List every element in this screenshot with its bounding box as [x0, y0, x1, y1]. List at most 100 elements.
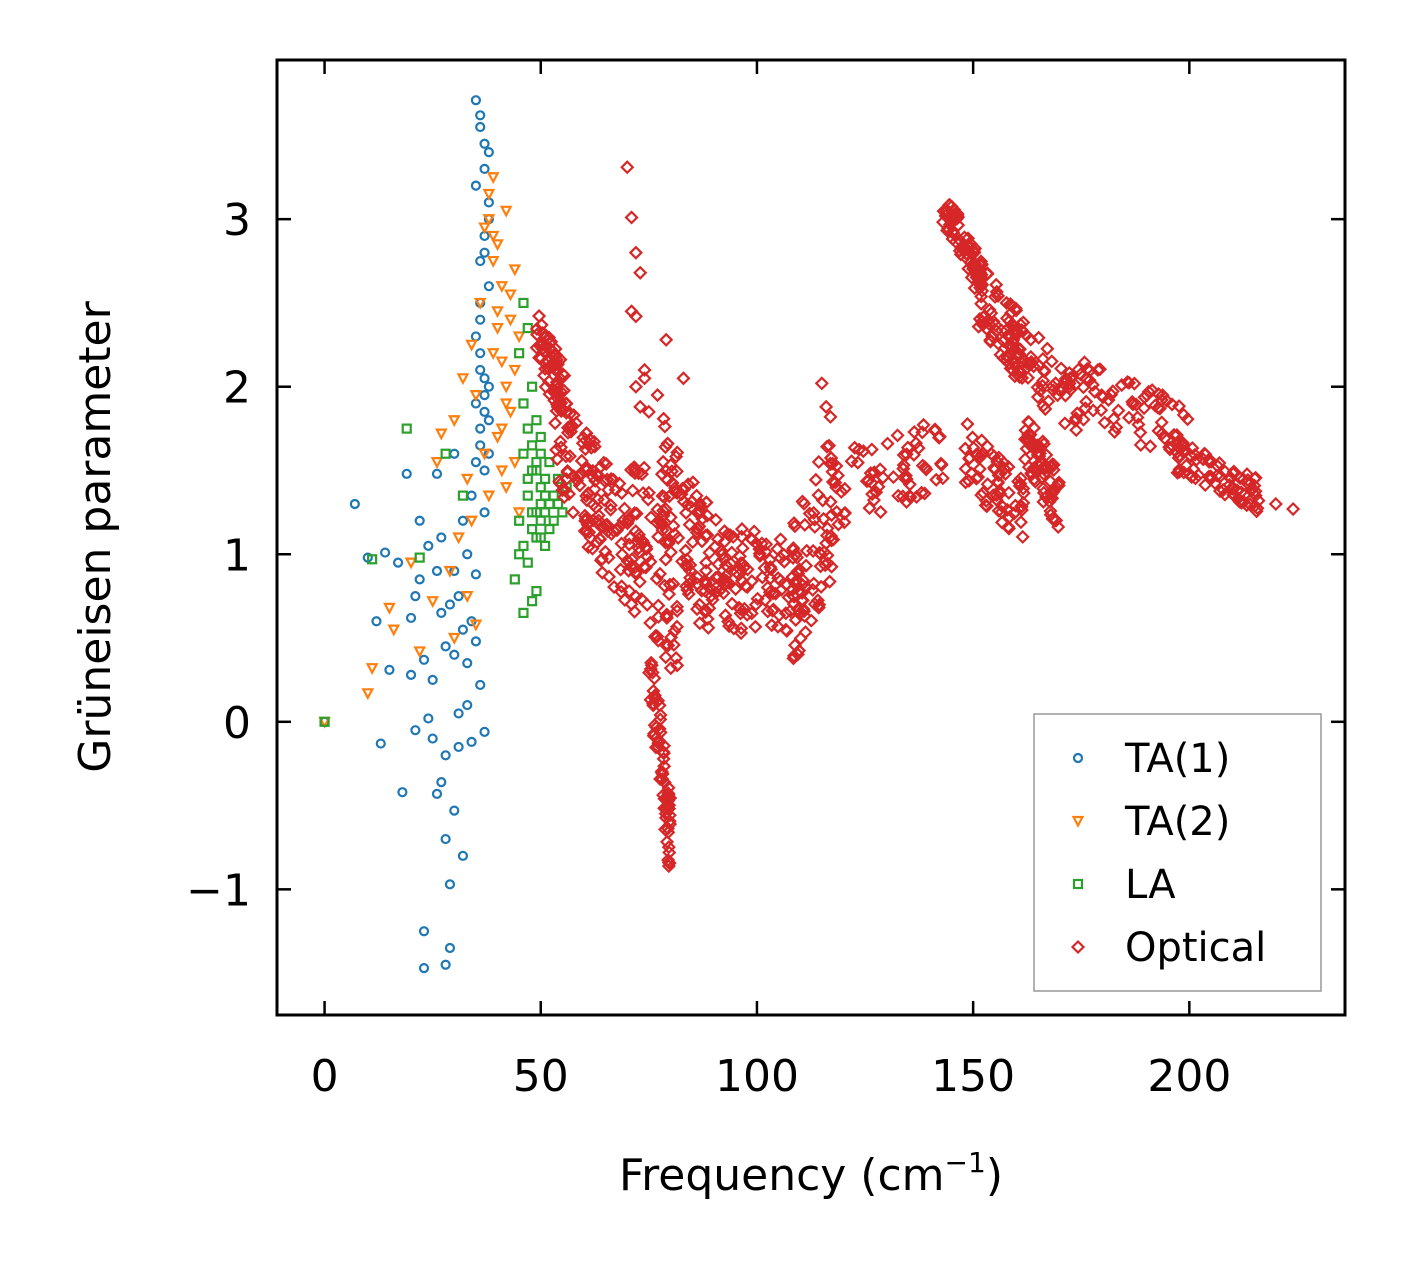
point	[1131, 417, 1146, 432]
point	[993, 347, 1008, 362]
point	[773, 532, 788, 547]
point	[479, 726, 490, 737]
point	[475, 255, 486, 267]
point	[1012, 363, 1027, 378]
point	[436, 532, 447, 543]
point	[662, 845, 677, 860]
point	[457, 490, 469, 501]
point	[405, 612, 417, 624]
point	[1172, 448, 1187, 463]
point	[1236, 472, 1251, 487]
point	[452, 532, 465, 545]
point	[748, 597, 763, 612]
point	[647, 691, 662, 706]
point	[397, 787, 408, 798]
point	[948, 209, 963, 224]
point	[1104, 387, 1119, 402]
point	[404, 557, 418, 570]
point	[694, 534, 710, 549]
point	[1094, 403, 1109, 418]
point	[387, 624, 401, 637]
point	[1069, 423, 1084, 438]
point	[873, 504, 888, 520]
point	[1085, 377, 1100, 392]
point	[692, 503, 707, 518]
point	[478, 448, 491, 461]
point	[752, 548, 768, 563]
point	[942, 197, 957, 213]
point	[699, 495, 714, 510]
point	[659, 332, 674, 347]
point	[777, 554, 792, 569]
point	[508, 457, 522, 469]
point	[676, 371, 691, 386]
point	[531, 308, 547, 324]
point	[607, 579, 622, 595]
point	[628, 566, 643, 581]
point	[444, 599, 456, 610]
point	[758, 592, 773, 608]
point	[1002, 327, 1017, 342]
point	[831, 517, 846, 532]
point	[509, 574, 520, 585]
point	[475, 440, 486, 451]
point	[527, 465, 538, 476]
point	[966, 243, 981, 258]
point	[582, 525, 597, 540]
point	[1076, 412, 1091, 427]
point	[392, 557, 404, 568]
point	[969, 447, 984, 462]
point	[765, 603, 780, 618]
point	[646, 726, 662, 741]
point	[548, 361, 564, 376]
point	[997, 461, 1012, 476]
point	[656, 751, 671, 766]
point	[814, 376, 829, 391]
x-tick-label: 200	[1147, 1051, 1231, 1102]
point	[470, 457, 481, 468]
point	[470, 95, 481, 106]
point	[805, 582, 820, 597]
point	[535, 515, 546, 526]
point	[661, 840, 676, 855]
point	[891, 488, 906, 503]
point	[544, 498, 555, 510]
point	[979, 498, 994, 514]
point	[657, 419, 672, 434]
point	[1037, 461, 1053, 476]
point	[552, 498, 564, 510]
point	[896, 447, 911, 463]
point	[822, 574, 837, 589]
point	[1070, 406, 1085, 421]
point	[1003, 361, 1018, 376]
point	[1031, 330, 1046, 345]
point	[1184, 449, 1199, 464]
point	[980, 267, 995, 282]
point	[495, 281, 509, 294]
point	[548, 490, 559, 501]
point	[440, 959, 451, 970]
point	[1054, 361, 1069, 376]
point	[995, 499, 1010, 514]
point	[1129, 397, 1144, 412]
point	[664, 464, 679, 479]
point	[708, 585, 723, 600]
legend-marker-TA(1)	[1072, 752, 1084, 764]
point	[637, 371, 652, 386]
point	[475, 423, 486, 434]
point	[466, 736, 477, 748]
point	[719, 573, 734, 588]
point	[744, 606, 759, 621]
point	[504, 406, 517, 419]
point	[1180, 412, 1195, 427]
point	[824, 507, 839, 523]
point	[1015, 529, 1030, 544]
point	[620, 516, 635, 531]
point	[748, 619, 763, 634]
point	[1226, 466, 1241, 481]
point	[1165, 439, 1180, 454]
series-TA(1)	[319, 95, 494, 974]
point	[717, 577, 732, 592]
point	[508, 264, 522, 277]
point	[734, 529, 749, 544]
